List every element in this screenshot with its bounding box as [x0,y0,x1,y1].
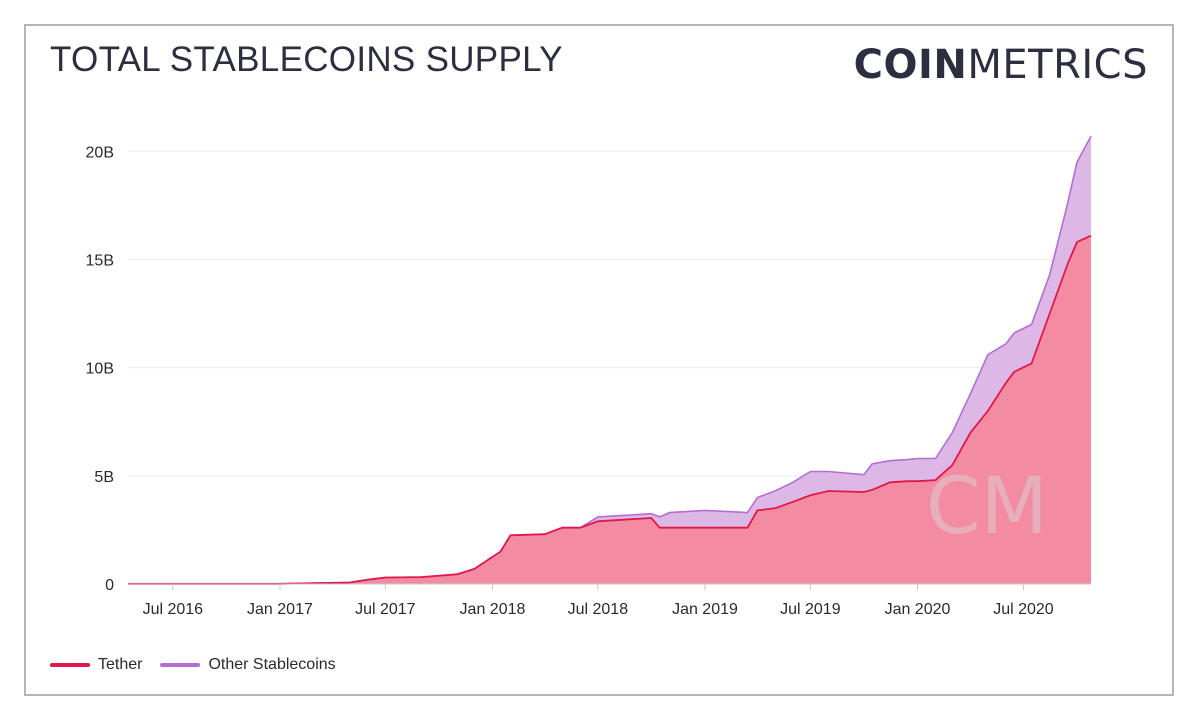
series-line-tether [128,234,1092,585]
y-tick-label-15B: 15B [86,252,114,269]
watermark-logo: CM [926,462,1048,552]
brand-logo-light: METRICS [967,42,1148,88]
brand-logo-bold: COIN [853,42,968,88]
y-tick-label-10B: 10B [86,361,114,378]
x-tick-label-6: Jul 2019 [780,601,841,618]
x-tick-label-0: Jul 2016 [143,601,204,618]
x-tick-label-7: Jan 2020 [885,601,951,618]
x-tick-label-4: Jul 2018 [568,601,629,618]
x-tick-label-3: Jan 2018 [460,601,526,618]
y-tick-label-0: 0 [105,577,114,594]
area-tether [128,235,1091,584]
x-tick-label-2: Jul 2017 [355,601,416,618]
y-tick-label-20B: 20B [86,144,114,161]
page-title: TOTAL STABLECOINS SUPPLY [50,40,563,79]
x-tick-label-5: Jan 2019 [672,601,738,618]
x-tick-label-8: Jul 2020 [993,601,1054,618]
y-tick-label-5B: 5B [94,469,114,486]
legend-item-other-stablecoins[interactable]: Other Stablecoins [160,656,336,674]
x-tick-label-1: Jan 2017 [247,601,313,618]
legend-item-tether[interactable]: Tether [50,656,142,674]
legend-label-other-stablecoins: Other Stablecoins [208,656,336,673]
legend-label-tether: Tether [98,656,143,673]
legend: Tether Other Stablecoins [50,656,354,674]
brand-logo: COINMETRICS [854,42,1148,88]
legend-swatch-tether [50,663,90,667]
legend-swatch-other-stablecoins [160,663,201,667]
